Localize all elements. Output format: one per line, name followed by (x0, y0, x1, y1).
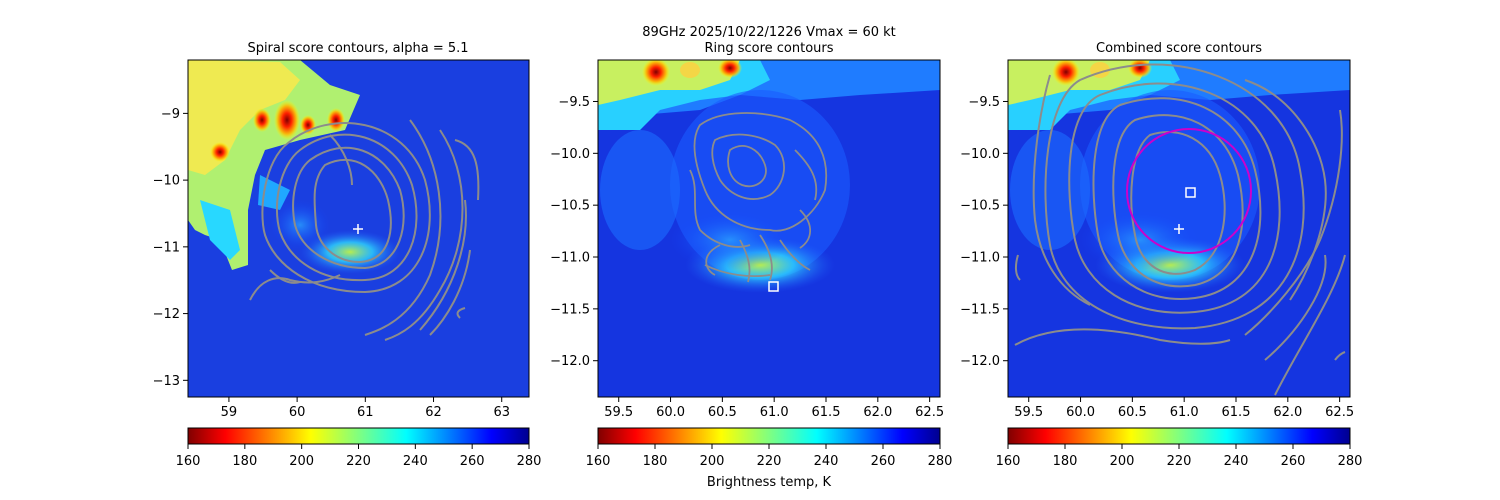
colorbar-tick-label: 260 (1281, 454, 1306, 469)
colorbar-tick-label: 200 (700, 454, 725, 469)
y-tick-label: −12 (153, 307, 180, 322)
x-tick-label: 60.0 (656, 405, 685, 420)
y-tick-label: −10.0 (550, 147, 590, 162)
x-tick-label: 62.5 (915, 405, 944, 420)
y-tick-label: −11.0 (550, 251, 590, 266)
y-tick-label: −9.5 (968, 95, 1000, 110)
colorbar-tick-label: 280 (1338, 454, 1363, 469)
axis-ticks: 59.5 60.0 60.5 61.0 61.5 62.0 62.5 −9.5 −10.0 −10… (550, 95, 944, 420)
y-tick-label: −10 (153, 174, 180, 189)
x-tick-label: 59.5 (604, 405, 633, 420)
colorbar-tick-label: 200 (289, 454, 314, 469)
panel-title: Ring score contours (704, 41, 833, 56)
x-tick-label: 62.5 (1325, 405, 1354, 420)
colorbar-tick-label: 160 (586, 454, 611, 469)
y-tick-label: −9.5 (558, 95, 590, 110)
colorbar-tick-label: 260 (871, 454, 896, 469)
colorbar-label: Brightness temp, K (707, 475, 832, 490)
marker-plus (1174, 224, 1184, 234)
y-tick-label: −9 (161, 107, 180, 122)
y-tick-label: −11 (153, 240, 180, 255)
x-tick-label: 60 (289, 405, 306, 420)
colorbar-tick-label: 280 (928, 454, 953, 469)
heatmap-image (598, 60, 940, 397)
panel-combined: Combined score contours (960, 41, 1362, 469)
panel-ring: Ring score contours (550, 41, 952, 490)
marker-square (1185, 187, 1196, 198)
axes-frame (597, 59, 941, 398)
x-tick-label: 60.5 (708, 405, 737, 420)
ring-fit-circle (1126, 128, 1252, 254)
colorbar: 160 180 200 220 240 260 280 (996, 427, 1363, 469)
panel-spiral: Spiral score contours, alpha = 5.1 (153, 41, 542, 469)
axis-ticks: 59.5 60.0 60.5 61.0 61.5 62.0 62.5 −9.5 −10.0 −10… (960, 95, 1354, 420)
colorbar-tick-label: 200 (1110, 454, 1135, 469)
x-tick-label: 61 (357, 405, 374, 420)
marker-plus (353, 224, 363, 234)
x-tick-label: 61.5 (812, 405, 841, 420)
combined-contours (1014, 63, 1346, 396)
heatmap-image (188, 60, 529, 397)
ring-contours (689, 112, 828, 283)
colorbar-tick-label: 220 (1167, 454, 1192, 469)
colorbar-tick-label: 160 (996, 454, 1021, 469)
y-tick-label: −12.0 (550, 354, 590, 369)
x-tick-label: 61.0 (1170, 405, 1199, 420)
x-tick-label: 60.5 (1118, 405, 1147, 420)
colorbar: 160 180 200 220 240 260 280 (586, 427, 953, 469)
x-tick-label: 61.5 (1222, 405, 1251, 420)
marker-square (768, 281, 779, 292)
colorbar-tick-label: 180 (1053, 454, 1078, 469)
x-tick-label: 60.0 (1066, 405, 1095, 420)
colorbar-tick-label: 280 (517, 454, 542, 469)
panel-title: Spiral score contours, alpha = 5.1 (247, 41, 468, 56)
colorbar-tick-label: 220 (346, 454, 371, 469)
y-tick-label: −10.5 (550, 199, 590, 214)
y-tick-label: −10.0 (960, 147, 1000, 162)
colorbar-tick-label: 160 (176, 454, 201, 469)
x-tick-label: 61.0 (760, 405, 789, 420)
y-tick-label: −11.0 (960, 251, 1000, 266)
spiral-contours (249, 119, 480, 341)
x-tick-label: 59.5 (1014, 405, 1043, 420)
colorbar-tick-label: 180 (232, 454, 257, 469)
colorbar-tick-label: 240 (1224, 454, 1249, 469)
y-tick-label: −12.0 (960, 354, 1000, 369)
y-tick-label: −11.5 (550, 302, 590, 317)
colorbar-tick-label: 180 (643, 454, 668, 469)
x-tick-label: 62 (425, 405, 442, 420)
colorbar-tick-label: 240 (814, 454, 839, 469)
y-tick-label: −13 (153, 374, 180, 389)
colorbar-tick-label: 240 (403, 454, 428, 469)
colorbar-tick-label: 220 (757, 454, 782, 469)
axes-frame (1007, 59, 1351, 398)
axis-ticks: 59 60 61 62 63 −9 −10 −11 −12 −13 (153, 107, 510, 420)
panel-title: Combined score contours (1096, 41, 1262, 56)
figure-suptitle: 89GHz 2025/10/22/1226 Vmax = 60 kt (642, 25, 896, 40)
y-tick-label: −10.5 (960, 199, 1000, 214)
x-tick-label: 62.0 (863, 405, 892, 420)
colorbar: 160 180 200 220 240 260 280 (176, 427, 542, 469)
x-tick-label: 62.0 (1273, 405, 1302, 420)
x-tick-label: 63 (493, 405, 510, 420)
x-tick-label: 59 (221, 405, 238, 420)
y-tick-label: −11.5 (960, 302, 1000, 317)
axes-frame (187, 59, 530, 398)
colorbar-tick-label: 260 (460, 454, 485, 469)
